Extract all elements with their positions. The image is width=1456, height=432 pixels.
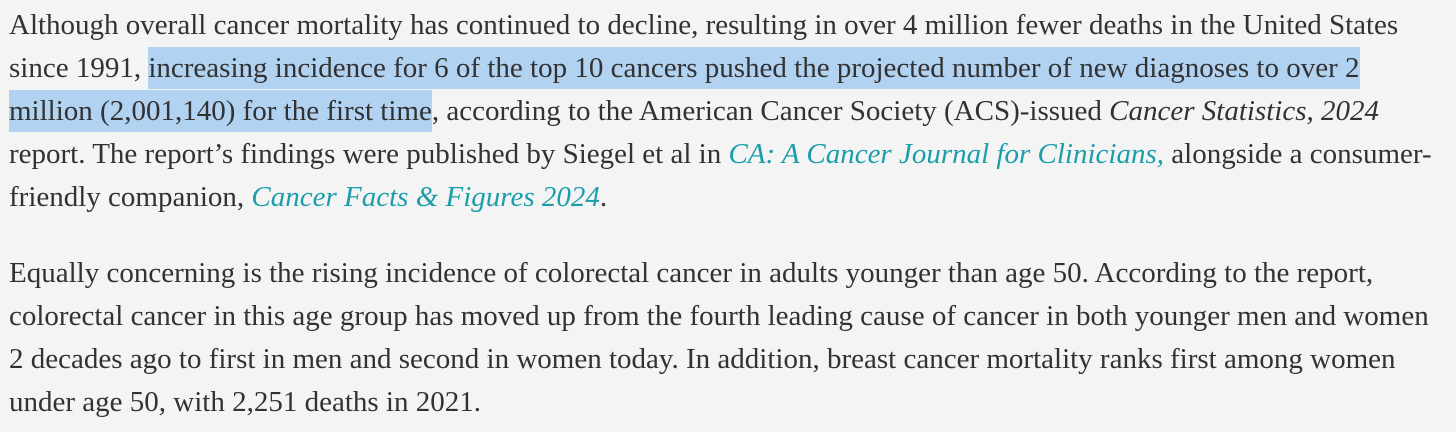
paragraph-cancer-statistics: Although overall cancer mortality has co…	[9, 4, 1447, 219]
paragraph-colorectal-cancer: Equally concerning is the rising inciden…	[9, 252, 1447, 424]
link-cancer-facts-figures[interactable]: Cancer Facts & Figures 2024	[251, 181, 600, 213]
report-title-italic: Cancer Statistics, 2024	[1109, 95, 1379, 127]
text-run: Equally concerning is the rising inciden…	[9, 257, 1429, 418]
link-ca-cancer-journal[interactable]: CA: A Cancer Journal for Clinicians,	[728, 138, 1165, 170]
text-run: report. The report’s findings were publi…	[9, 138, 729, 170]
text-run: , according to the American Cancer Socie…	[431, 95, 1110, 127]
text-run: .	[599, 181, 608, 213]
text-run: alongside a consumer-friendly companion,	[9, 138, 1432, 213]
text-run: Although overall cancer mortality has co…	[9, 9, 1399, 84]
